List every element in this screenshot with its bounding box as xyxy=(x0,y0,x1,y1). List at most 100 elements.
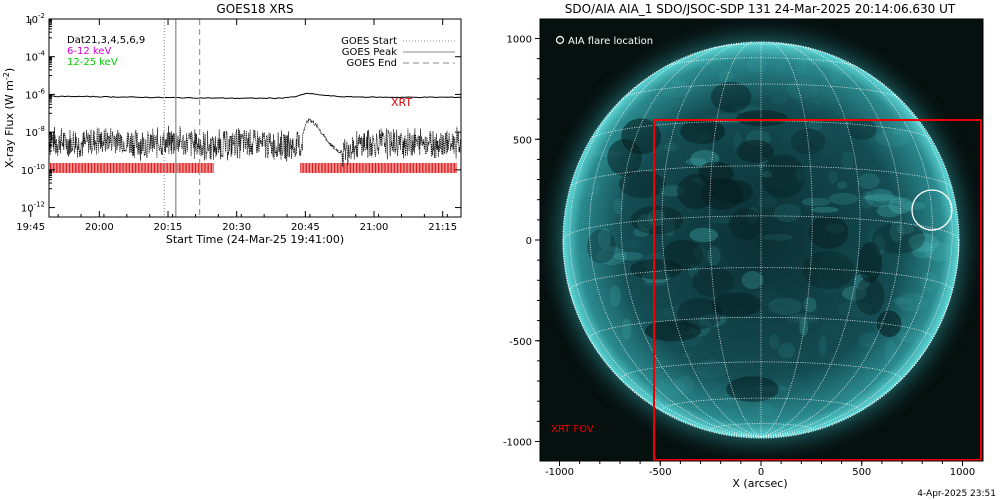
aia-y-tick-label: 0 xyxy=(526,236,532,247)
disk-brightening xyxy=(682,351,692,359)
flare-legend-icon xyxy=(555,35,565,45)
coronal-hole xyxy=(729,208,763,240)
disk-brightening xyxy=(756,196,778,209)
disk-brightening xyxy=(747,54,768,73)
disk-brightening xyxy=(642,252,670,273)
disk-brightening xyxy=(747,206,759,224)
disk-brightening xyxy=(685,158,707,166)
disk-brightening xyxy=(775,57,785,79)
goes-times-legend: GOES Start GOES Peak GOES End xyxy=(341,36,455,69)
disk-brightening xyxy=(898,330,932,343)
coronal-hole xyxy=(680,119,726,144)
flare-legend-text: AIA flare location xyxy=(568,36,653,47)
disk-brightening xyxy=(803,297,817,313)
disk-brightening xyxy=(613,251,644,261)
coronal-hole xyxy=(790,128,826,155)
aia-x-tick-label: -500 xyxy=(649,467,672,478)
disk-brightening xyxy=(828,170,838,184)
latitude-line xyxy=(622,83,900,99)
aia-image-panel: SDO/AIA AIA_1 SDO/JSOC-SDP 131 24-Mar-20… xyxy=(503,2,984,490)
disk-brightening xyxy=(799,55,816,67)
footer-date: 4-Apr-2025 23:51 xyxy=(917,489,996,499)
coronal-hole xyxy=(736,139,774,163)
disk-brightening xyxy=(805,99,822,113)
latitude-line xyxy=(665,57,857,68)
disk-brightening xyxy=(888,197,914,214)
y-tick-label: 10-12 xyxy=(21,201,45,215)
coronal-hole xyxy=(676,298,723,330)
disk-brightening xyxy=(818,334,827,356)
disk-brightening xyxy=(830,62,843,85)
disk-brightening xyxy=(866,375,879,386)
solar-limb xyxy=(562,41,960,439)
coronal-hole xyxy=(710,81,752,113)
disk-brightening xyxy=(801,197,831,207)
coronal-hole xyxy=(712,179,754,205)
coronal-hole xyxy=(662,239,704,270)
xrt-fov-label: XRT FOV xyxy=(551,424,594,435)
longitude-line xyxy=(760,41,813,437)
coronal-hole xyxy=(712,292,763,317)
disk-brightening xyxy=(786,313,820,324)
disk-brightening xyxy=(857,173,880,190)
goes-channel-legend: Dat21,3,4,5,6,9 6-12 keV 12-25 keV xyxy=(67,35,145,68)
disk-brightening xyxy=(817,271,828,286)
disk-brightening xyxy=(777,342,796,359)
goes-high-channel-series xyxy=(49,92,461,100)
aia-y-tick-label: 500 xyxy=(513,135,532,146)
goes-plot-frame xyxy=(48,18,462,218)
disk-brightening xyxy=(622,318,632,340)
disk-brightening xyxy=(893,257,912,272)
disk-brightening xyxy=(647,209,666,227)
coronal-hole xyxy=(692,266,734,297)
disk-brightening xyxy=(596,246,628,266)
disk-brightening xyxy=(732,424,768,433)
disk-brightening xyxy=(741,271,764,289)
latitude-line xyxy=(569,165,953,189)
disk-brightening xyxy=(908,233,939,253)
disk-brightening xyxy=(656,378,686,397)
disk-brightening xyxy=(689,227,719,243)
disk-brightening xyxy=(911,240,935,259)
goes-y-ticks: 10-2 10-4 10-6 10-8 10-10 10-12 xyxy=(21,12,461,215)
disk-brightening xyxy=(759,157,770,178)
disk-brightening xyxy=(865,188,895,208)
goes-x-axis-label: Start Time (24-Mar-25 19:41:00) xyxy=(166,233,344,246)
disk-brightening xyxy=(613,198,623,215)
coronal-hole xyxy=(726,376,779,402)
disk-brightening xyxy=(834,388,861,405)
x-tick-label: 20:30 xyxy=(222,222,251,233)
coronal-hole xyxy=(848,118,877,140)
disk-brightening xyxy=(810,206,839,213)
disk-brightening xyxy=(889,221,904,242)
disk-brightening xyxy=(622,239,643,248)
coronal-hole xyxy=(761,154,805,199)
disk-brightening xyxy=(862,194,899,201)
disk-brightening xyxy=(876,204,903,218)
legend-goes-end: GOES End xyxy=(347,58,397,69)
goes-plot-area xyxy=(49,19,461,217)
disk-brightening xyxy=(718,71,734,82)
longitude-line xyxy=(709,41,762,437)
coronal-hole xyxy=(808,215,849,249)
disk-brightening xyxy=(795,57,807,76)
disk-brightening xyxy=(693,245,706,261)
x-tick-label: 21:00 xyxy=(360,222,389,233)
y-tick-label: 10-2 xyxy=(25,12,45,26)
coronal-hole xyxy=(872,223,925,254)
coronal-hole xyxy=(802,250,855,290)
disk-brightening xyxy=(828,192,859,205)
disk-brightening xyxy=(663,142,679,152)
longitude-line xyxy=(589,46,762,437)
disk-brightening xyxy=(889,197,905,205)
aia-x-tick-label: 500 xyxy=(852,467,871,478)
disk-brightening xyxy=(896,223,915,235)
goes-xrs-panel: GOES18 XRS 10-2 10-4 10-6 10-8 10-10 10-12 19… xyxy=(2,2,462,246)
disk-brightening xyxy=(696,359,729,379)
disk-brightening xyxy=(761,234,794,241)
disk-brightening xyxy=(786,78,819,100)
coronal-hole xyxy=(586,229,616,264)
disk-brightening xyxy=(751,289,781,306)
disk-brightening xyxy=(837,181,848,190)
